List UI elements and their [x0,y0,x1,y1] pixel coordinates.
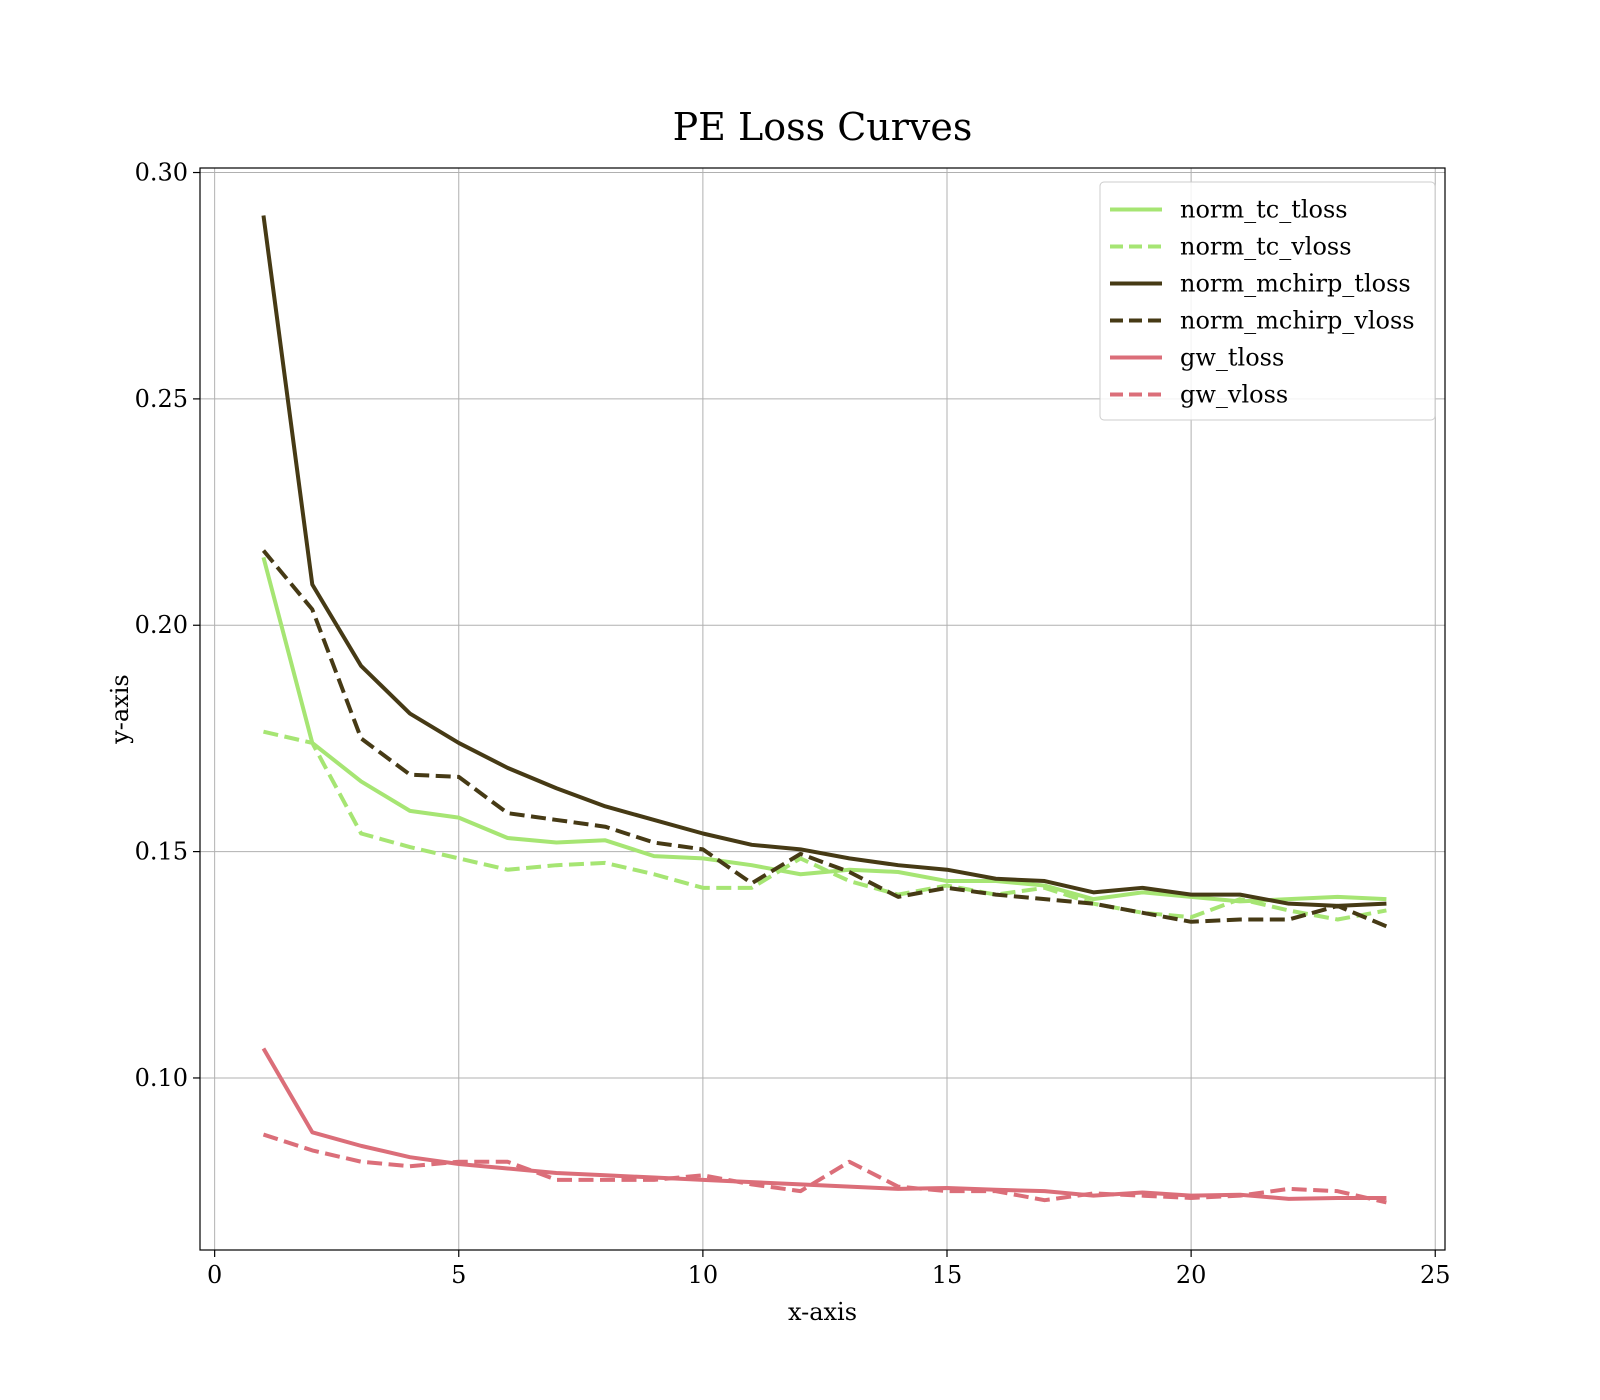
y-axis-title: y-axis [106,674,134,745]
x-axis-title: x-axis [788,1298,857,1326]
y-tick-label: 0.10 [135,1064,188,1092]
plot-frame [199,167,1446,1251]
series-layer [261,215,1388,1205]
legend-label: norm_tc_tloss [1180,196,1348,224]
series-line-gw-tloss [261,1047,1387,1201]
legend-label: norm_mchirp_vloss [1180,307,1415,335]
x-tick-label: 5 [451,1261,466,1289]
y-tick-label: 0.30 [135,159,188,187]
x-tick-label: 0 [207,1261,222,1289]
legend-box [1099,181,1436,421]
x-tick-label: 25 [1420,1261,1451,1289]
legend: norm_tc_tloss norm_tc_vloss norm_mchirp_tl… [1099,181,1436,421]
x-tick-label: 20 [1176,1261,1207,1289]
series-line-norm-tc-vloss [263,729,1387,922]
series-line-norm-mchirp-vloss [261,549,1388,929]
legend-label: gw_vloss [1180,381,1288,409]
legend-label: gw_tloss [1180,344,1284,372]
y-tick-label: 0.20 [135,611,188,639]
chart-title: PE Loss Curves [673,105,973,149]
x-tick-label: 15 [932,1261,963,1289]
y-tick-label: 0.15 [135,838,188,866]
legend-label: norm_tc_vloss [1180,233,1352,261]
series-line-norm-tc-tloss [261,556,1387,904]
y-tick-label: 0.25 [135,385,188,413]
tick-layer: 0 5 10 15 20 25 0.10 0.15 0.20 0.25 0.30 [135,159,1451,1289]
legend-label: norm_mchirp_tloss [1180,270,1411,298]
x-tick-label: 10 [688,1261,719,1289]
series-line-gw-vloss [262,1132,1387,1205]
series-line-norm-mchirp-tloss [261,215,1387,908]
